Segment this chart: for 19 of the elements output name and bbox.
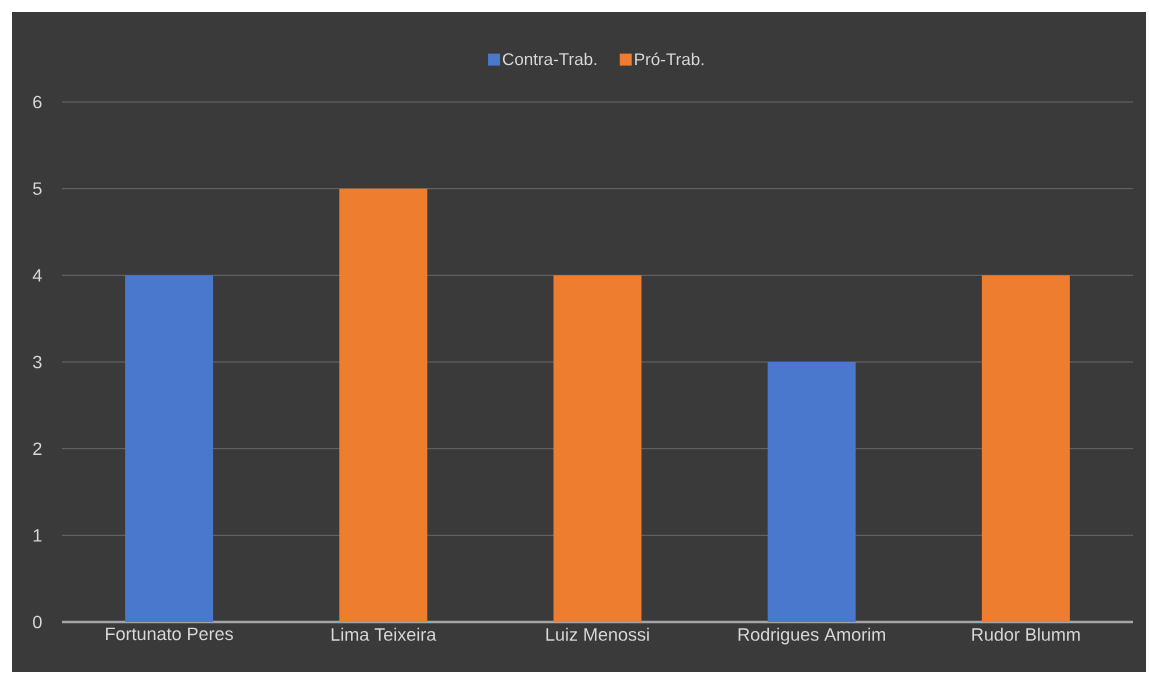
bar	[553, 275, 642, 622]
x-tick-label: Rudor Blumm	[972, 627, 1080, 641]
x-tick-label: Fortunato Peres	[106, 627, 233, 641]
y-tick-label: 6	[33, 95, 42, 109]
legend-label: Contra-Trab.	[502, 52, 597, 66]
bar	[339, 188, 428, 622]
x-tick-label: Luiz Menossi	[546, 627, 649, 641]
y-tick-label: 3	[33, 355, 42, 369]
legend-label: Pró-Trab.	[635, 52, 704, 66]
bar	[767, 362, 856, 622]
x-tick-label: Lima Teixeira	[331, 627, 437, 641]
y-tick-label: 5	[33, 182, 42, 195]
y-tick-label: 2	[33, 442, 42, 455]
y-tick-label: 0	[33, 615, 42, 629]
bar	[125, 275, 214, 622]
y-tick-label: 1	[33, 529, 42, 542]
x-tick-label: Rodrigues Amorim	[738, 627, 885, 645]
y-tick-label: 4	[32, 269, 42, 282]
bar	[981, 275, 1070, 622]
